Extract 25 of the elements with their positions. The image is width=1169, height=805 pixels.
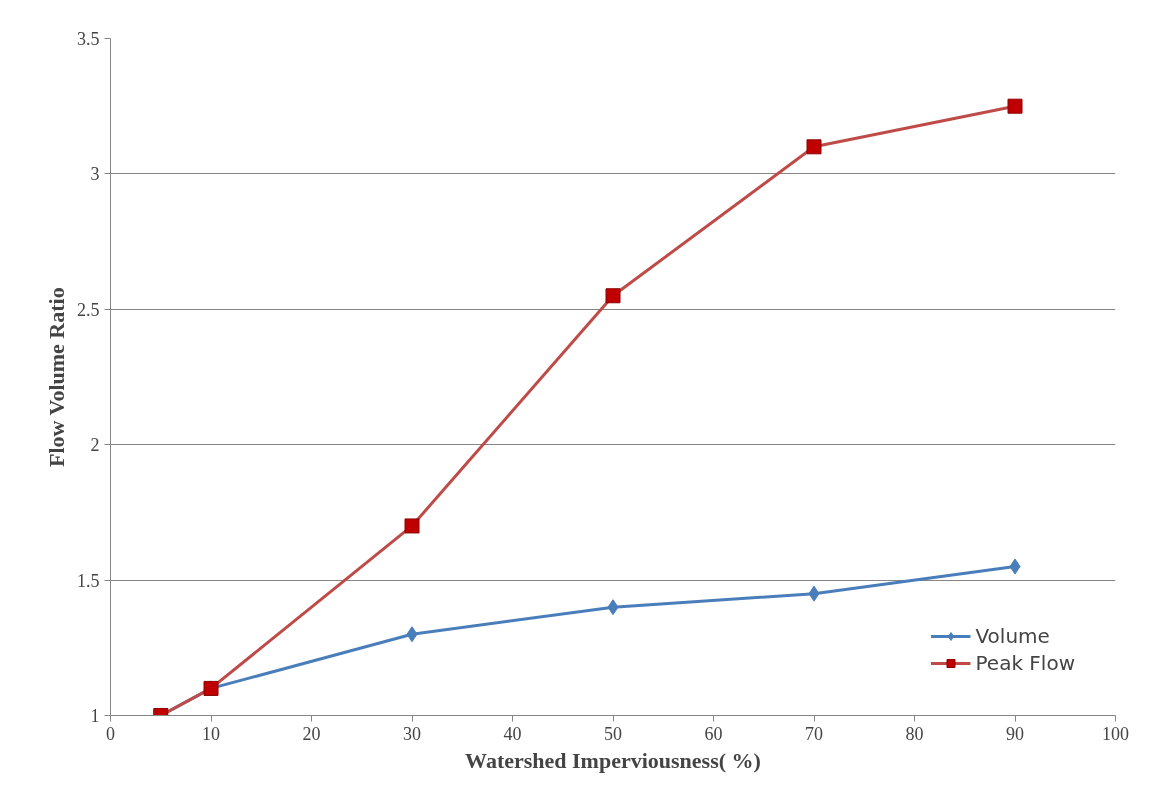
y-tick-label: 2.5	[77, 299, 100, 320]
y-tick-label: 3.5	[77, 29, 100, 49]
y-tick-label: 3	[90, 164, 100, 185]
y-tick-label: 2	[90, 435, 100, 456]
legend-label: Peak Flow	[975, 651, 1075, 675]
x-tick-label: 50	[604, 723, 622, 744]
point	[406, 626, 418, 643]
point	[607, 599, 619, 616]
x-tick-label: 70	[805, 723, 823, 744]
x-tick-label: 10	[202, 723, 220, 744]
y-tick-label: 1	[90, 706, 100, 726]
x-tick-label: 90	[1006, 723, 1024, 744]
y-axis-title: Flow Volume Ratio	[44, 287, 69, 468]
x-tick-label: 100	[1102, 723, 1129, 744]
x-tick-label: 60	[704, 723, 723, 744]
x-tick-label: 0	[106, 723, 115, 744]
y-tick-label: 1.5	[77, 570, 100, 591]
x-tick-label: 40	[503, 723, 522, 744]
x-tick-label: 80	[905, 723, 924, 744]
x-tick-label: 30	[403, 723, 421, 744]
point	[808, 585, 820, 602]
point	[1009, 558, 1021, 575]
legend-label: Volume	[975, 624, 1050, 648]
x-tick-label: 20	[302, 723, 321, 744]
x-axis-title: Watershed Imperviousness( %)	[465, 747, 761, 773]
